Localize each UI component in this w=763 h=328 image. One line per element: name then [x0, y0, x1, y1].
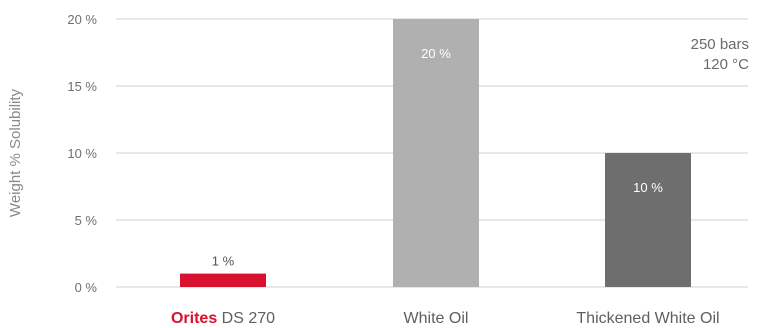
x-category-label: White Oil: [404, 310, 469, 327]
annotation-pressure: 250 bars: [691, 36, 749, 53]
x-category-label: Orites DS 270: [171, 310, 275, 327]
y-tick-label: 20 %: [67, 12, 97, 27]
bar: [393, 19, 479, 287]
y-tick-label: 5 %: [75, 213, 98, 228]
annotation-temperature: 120 °C: [703, 56, 749, 73]
data-label: 20 %: [421, 46, 451, 61]
x-category-label: Thickened White Oil: [576, 310, 719, 327]
brand-name: Orites: [171, 310, 217, 327]
bars: 1 % 20 % 10 %: [180, 19, 691, 287]
bar: [180, 273, 266, 287]
y-tick-label: 15 %: [67, 79, 97, 94]
bar: [605, 153, 691, 287]
conditions-annotation: 250 bars 120 °C: [691, 36, 750, 73]
y-tick-label: 0 %: [75, 280, 98, 295]
y-axis-label: Weight % Solubility: [7, 88, 24, 217]
data-label: 10 %: [633, 180, 663, 195]
y-axis-ticks: 0 % 5 % 10 % 15 % 20 %: [67, 12, 97, 295]
data-label: 1 %: [212, 254, 235, 269]
y-tick-label: 10 %: [67, 146, 97, 161]
x-axis-categories: Orites DS 270 White Oil Thickened White Oi…: [171, 310, 720, 327]
